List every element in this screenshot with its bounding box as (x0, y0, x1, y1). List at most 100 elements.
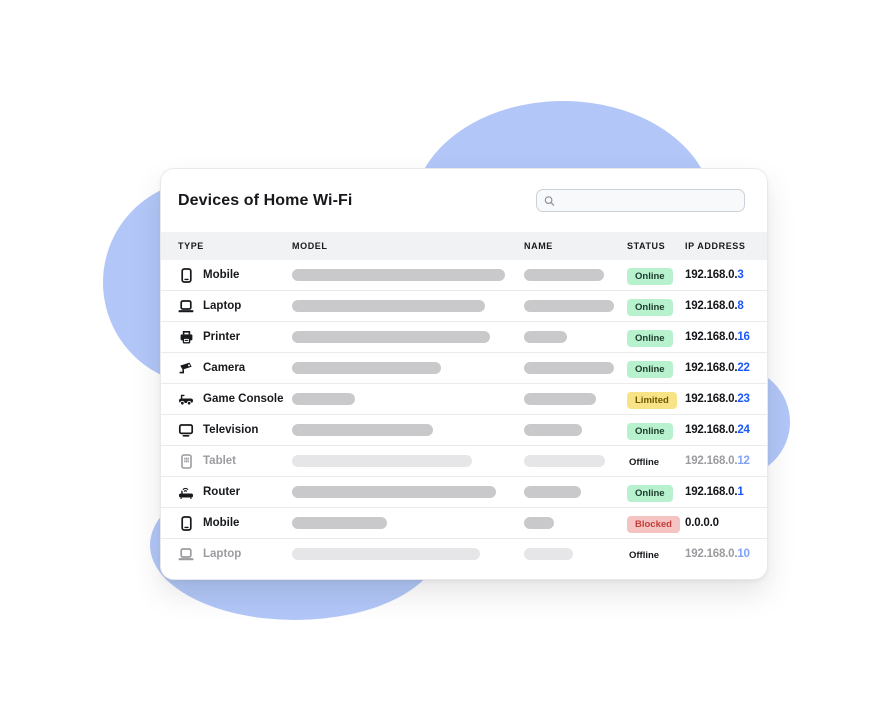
name-cell (524, 300, 627, 312)
device-type-label: Game Console (203, 393, 284, 405)
ip-last-octet: 3 (737, 269, 744, 281)
ip-last-octet: 23 (737, 393, 750, 405)
device-type-cell: Television (178, 422, 292, 438)
table-row[interactable]: Laptop Online 192.168.0.8 (161, 290, 767, 321)
table-row[interactable]: Camera Online 192.168.0.22 (161, 352, 767, 383)
status-cell: Online (627, 297, 685, 316)
ip-address: 192.168.0.12 (685, 455, 759, 467)
device-type-cell: Game Console (178, 391, 292, 407)
device-table-body: Mobile Online 192.168.0.3 Laptop Online (161, 260, 767, 569)
name-placeholder-bar (524, 393, 596, 405)
status-badge: Limited (627, 391, 677, 409)
name-cell (524, 269, 627, 281)
name-placeholder-bar (524, 455, 605, 467)
table-row[interactable]: Tablet Offline 192.168.0.12 (161, 445, 767, 476)
ip-address: 192.168.0.8 (685, 300, 759, 312)
device-type-cell: Tablet (178, 453, 292, 469)
model-placeholder-bar (292, 362, 441, 374)
name-cell (524, 455, 627, 467)
game-console-icon (178, 391, 194, 407)
laptop-icon (178, 298, 194, 314)
status-badge: Online (627, 422, 673, 440)
table-row[interactable]: Laptop Offline 192.168.0.10 (161, 538, 767, 569)
column-header-type: TYPE (178, 241, 204, 251)
devices-card: Devices of Home Wi-Fi TYPE MODEL NAME ST… (160, 168, 768, 580)
smartphone-icon (178, 267, 194, 283)
ip-address: 192.168.0.1 (685, 486, 759, 498)
page-title: Devices of Home Wi-Fi (178, 191, 353, 209)
ip-prefix: 192.168.0. (685, 300, 738, 312)
ip-address: 192.168.0.10 (685, 548, 759, 560)
status-badge: Online (627, 484, 673, 502)
model-placeholder-bar (292, 331, 490, 343)
device-type-label: Laptop (203, 300, 242, 312)
name-cell (524, 517, 627, 529)
device-type-label: Router (203, 486, 241, 498)
name-cell (524, 424, 627, 436)
name-placeholder-bar (524, 362, 614, 374)
table-row[interactable]: Router Online 192.168.0.1 (161, 476, 767, 507)
name-placeholder-bar (524, 517, 554, 529)
ip-prefix: 192.168.0. (685, 486, 738, 498)
search-input[interactable] (536, 189, 745, 212)
model-cell (292, 331, 524, 343)
model-cell (292, 393, 524, 405)
model-placeholder-bar (292, 300, 485, 312)
model-cell (292, 455, 524, 467)
ip-address: 192.168.0.22 (685, 362, 759, 374)
name-placeholder-bar (524, 331, 567, 343)
status-cell: Offline (627, 452, 685, 471)
status-cell: Online (627, 421, 685, 440)
status-cell: Online (627, 266, 685, 285)
device-type-cell: Laptop (178, 298, 292, 314)
status-badge: Blocked (627, 515, 680, 533)
model-cell (292, 548, 524, 560)
model-cell (292, 362, 524, 374)
tablet-icon (178, 453, 194, 469)
model-cell (292, 486, 524, 498)
model-cell (292, 300, 524, 312)
ip-last-octet: 8 (737, 300, 744, 312)
device-type-label: Mobile (203, 517, 240, 529)
name-cell (524, 331, 627, 343)
model-cell (292, 424, 524, 436)
ip-prefix: 192.168.0. (685, 331, 738, 343)
device-type-label: Television (203, 424, 259, 436)
model-cell (292, 269, 524, 281)
ip-prefix: 192.168.0. (685, 362, 738, 374)
model-placeholder-bar (292, 517, 387, 529)
table-row[interactable]: Television Online 192.168.0.24 (161, 414, 767, 445)
model-cell (292, 517, 524, 529)
ip-last-octet: 10 (737, 548, 750, 560)
ip-last-octet: 24 (737, 424, 750, 436)
device-type-label: Camera (203, 362, 246, 374)
column-header-status: STATUS (627, 241, 666, 251)
laptop-icon (178, 546, 194, 562)
table-row[interactable]: Mobile Blocked 0.0.0.0 (161, 507, 767, 538)
printer-icon (178, 329, 194, 345)
ip-prefix: 192.168.0. (685, 269, 738, 281)
name-cell (524, 486, 627, 498)
status-cell: Blocked (627, 514, 685, 533)
column-header-ip-address: IP ADDRESS (685, 241, 746, 251)
device-type-cell: Camera (178, 360, 292, 376)
ip-address: 192.168.0.23 (685, 393, 759, 405)
device-type-cell: Mobile (178, 515, 292, 531)
name-placeholder-bar (524, 424, 582, 436)
table-row[interactable]: Printer Online 192.168.0.16 (161, 321, 767, 352)
table-row[interactable]: Mobile Online 192.168.0.3 (161, 260, 767, 290)
ip-address: 192.168.0.24 (685, 424, 759, 436)
name-placeholder-bar (524, 486, 581, 498)
status-badge: Online (627, 298, 673, 316)
device-type-label: Tablet (203, 455, 237, 467)
table-row[interactable]: Game Console Limited 192.168.0.23 (161, 383, 767, 414)
model-placeholder-bar (292, 548, 480, 560)
status-cell: Offline (627, 545, 685, 564)
ip-prefix: 192.168.0. (685, 424, 738, 436)
model-placeholder-bar (292, 393, 355, 405)
device-type-cell: Mobile (178, 267, 292, 283)
status-cell: Online (627, 359, 685, 378)
ip-address: 192.168.0.16 (685, 331, 759, 343)
device-type-cell: Laptop (178, 546, 292, 562)
ip-last-octet: 22 (737, 362, 750, 374)
